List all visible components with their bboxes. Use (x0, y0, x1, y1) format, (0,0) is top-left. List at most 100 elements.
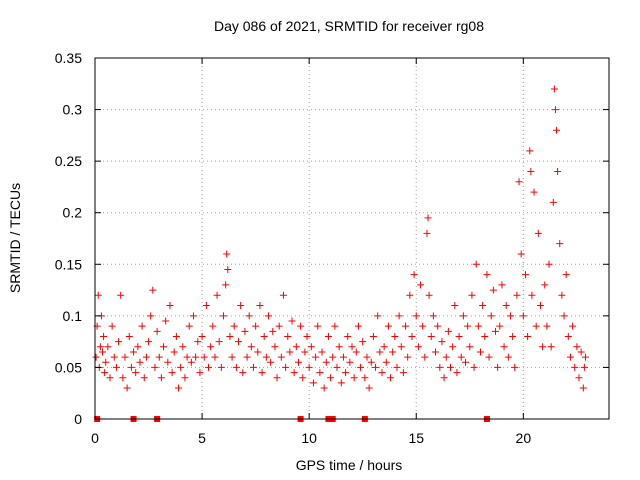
data-point (96, 343, 104, 351)
data-point (237, 302, 245, 310)
axis-ticks: 0 5 10 15 20 0 0.05 0.1 0.15 0.2 0.25 0.3 0.35 (55, 50, 609, 446)
data-point (359, 338, 367, 346)
data-point (316, 369, 324, 377)
y-tick-label: 0.2 (63, 205, 83, 221)
data-point (275, 322, 283, 330)
data-point (496, 322, 504, 330)
data-point (101, 369, 109, 377)
data-point (294, 358, 302, 366)
y-tick-label: 0.35 (55, 50, 82, 66)
data-point (198, 332, 206, 340)
data-point (534, 229, 542, 237)
data-point (363, 353, 371, 361)
data-point (579, 384, 587, 392)
x-tick-label: 10 (301, 430, 317, 446)
data-point (517, 250, 525, 258)
data-point (282, 363, 290, 371)
data-point (346, 358, 354, 366)
data-point (553, 126, 561, 134)
data-point (123, 384, 131, 392)
data-point (429, 312, 437, 320)
data-point (423, 229, 431, 237)
data-point (305, 363, 313, 371)
data-point (222, 281, 230, 289)
data-point (545, 260, 553, 268)
y-tick-label: 0 (74, 411, 82, 427)
data-point (564, 332, 572, 340)
data-point (241, 327, 249, 335)
data-point (136, 358, 144, 366)
data-point (513, 291, 521, 299)
data-point (160, 343, 168, 351)
data-point (524, 332, 532, 340)
data-point (145, 338, 153, 346)
data-point (558, 291, 566, 299)
data-point (172, 332, 180, 340)
data-point (577, 348, 585, 356)
data-point (489, 286, 497, 294)
data-point (138, 322, 146, 330)
data-point (286, 348, 294, 356)
data-point (125, 332, 133, 340)
data-point (273, 374, 281, 382)
data-point (532, 322, 540, 330)
data-point (451, 302, 459, 310)
data-point (333, 363, 341, 371)
data-point (479, 302, 487, 310)
data-point (348, 343, 356, 351)
data-point (391, 332, 399, 340)
data-point (217, 363, 225, 371)
data-point (498, 281, 506, 289)
data-point (361, 374, 369, 382)
data-point (223, 250, 231, 258)
data-point (153, 327, 161, 335)
data-point (164, 358, 172, 366)
data-point (269, 327, 277, 335)
data-point (318, 348, 326, 356)
data-point (434, 322, 442, 330)
data-point (190, 312, 198, 320)
data-point (406, 291, 414, 299)
data-point (162, 317, 170, 325)
data-point (134, 343, 142, 351)
data-point (297, 322, 305, 330)
data-point (541, 281, 549, 289)
data-point (277, 353, 285, 361)
data-point (410, 271, 418, 279)
data-point (421, 353, 429, 361)
data-point (342, 369, 350, 377)
data-point (554, 167, 562, 175)
data-point (474, 322, 482, 330)
data-point (179, 343, 187, 351)
data-point (168, 369, 176, 377)
data-point (504, 353, 512, 361)
data-point (256, 302, 264, 310)
data-point (384, 322, 392, 330)
data-point (438, 338, 446, 346)
data-point (573, 343, 581, 351)
data-point (528, 291, 536, 299)
data-point (432, 348, 440, 356)
data-point (367, 358, 375, 366)
data-point (436, 363, 444, 371)
data-point (494, 363, 502, 371)
data-point (314, 322, 322, 330)
data-point (254, 348, 262, 356)
data-point (288, 317, 296, 325)
grid-lines (95, 58, 609, 419)
data-point (335, 343, 343, 351)
data-point (307, 343, 315, 351)
data-point (301, 348, 309, 356)
data-point (449, 343, 457, 351)
data-point (320, 384, 328, 392)
data-point (215, 338, 223, 346)
data-point (566, 353, 574, 361)
data-point (515, 178, 523, 186)
data-point (260, 332, 268, 340)
data-point (252, 322, 260, 330)
data-point (562, 271, 570, 279)
data-point (389, 348, 397, 356)
y-tick-label: 0.3 (63, 102, 83, 118)
